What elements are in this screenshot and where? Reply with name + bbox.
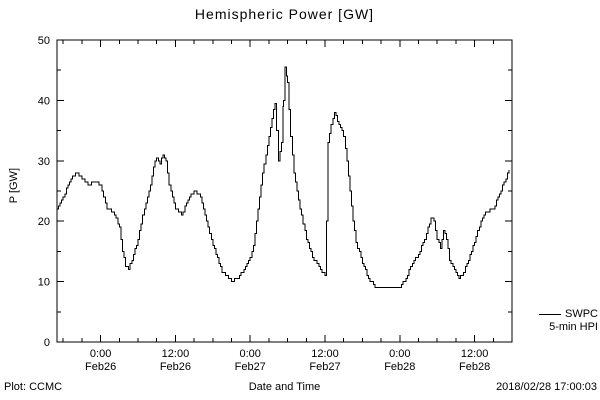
svg-text:12:00: 12:00 xyxy=(162,348,190,360)
svg-text:12:00: 12:00 xyxy=(311,348,339,360)
legend-row-source: SWPC xyxy=(512,308,598,321)
plot-credit: Plot: CCMC xyxy=(4,381,63,393)
svg-text:Feb27: Feb27 xyxy=(309,361,340,373)
svg-text:10: 10 xyxy=(38,277,50,289)
svg-text:12:00: 12:00 xyxy=(461,348,489,360)
legend-source-label: SWPC xyxy=(565,308,598,320)
svg-text:0:00: 0:00 xyxy=(240,348,261,360)
svg-text:Feb28: Feb28 xyxy=(384,361,415,373)
svg-text:Feb27: Feb27 xyxy=(235,361,266,373)
svg-text:0:00: 0:00 xyxy=(389,348,410,360)
svg-text:Feb28: Feb28 xyxy=(459,361,490,373)
svg-text:40: 40 xyxy=(38,95,50,107)
legend: SWPC 5-min HPI xyxy=(512,308,598,334)
svg-text:30: 30 xyxy=(38,156,50,168)
legend-line-sample xyxy=(539,313,561,315)
chart-title: Hemispheric Power [GW] xyxy=(194,6,375,22)
svg-text:0:00: 0:00 xyxy=(90,348,111,360)
svg-text:Feb26: Feb26 xyxy=(85,361,116,373)
svg-text:20: 20 xyxy=(38,216,50,228)
svg-text:Feb26: Feb26 xyxy=(160,361,191,373)
svg-text:50: 50 xyxy=(38,35,50,47)
y-axis-label: P [GW] xyxy=(8,168,20,204)
legend-series-label: 5-min HPI xyxy=(549,321,598,333)
x-axis-label: Date and Time xyxy=(248,381,321,393)
svg-text:0: 0 xyxy=(44,337,50,349)
timestamp: 2018/02/28 17:00:03 xyxy=(496,381,597,393)
